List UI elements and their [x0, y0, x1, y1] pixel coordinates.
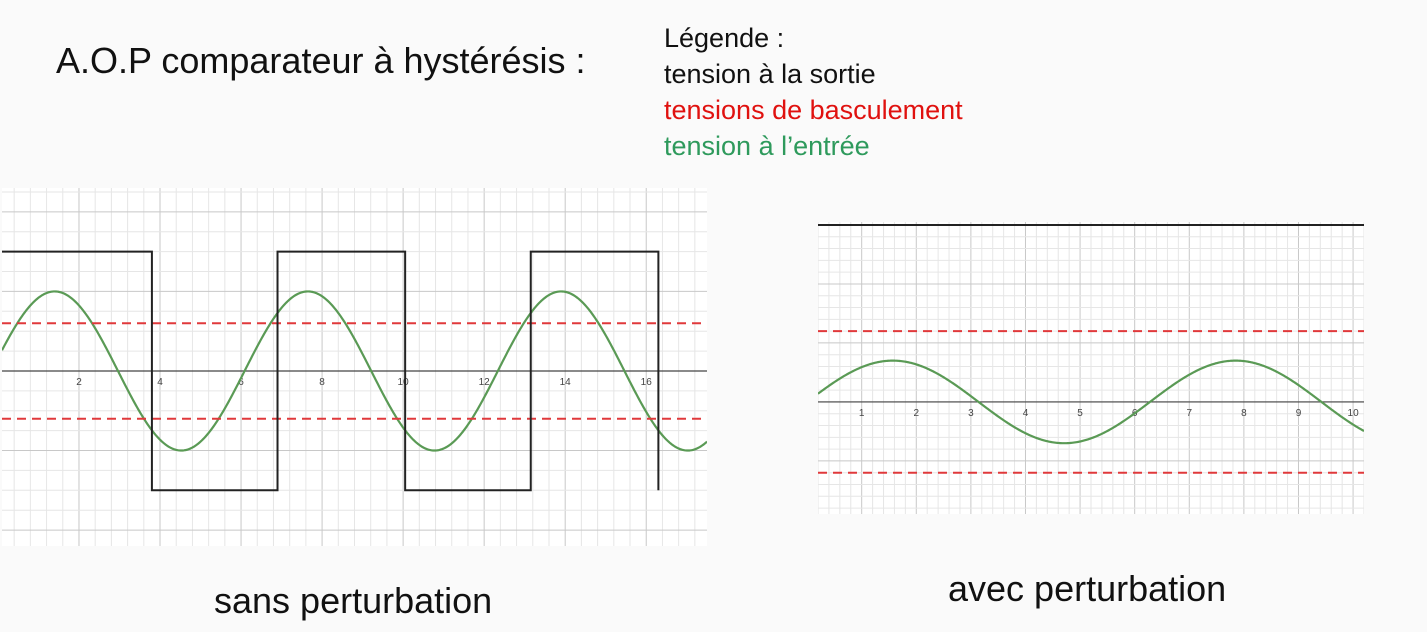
input-signal-curve	[818, 359, 1364, 445]
x-tick-label: 7	[1186, 408, 1192, 419]
legend-item-output: tension à la sortie	[664, 59, 876, 89]
x-tick-label: 4	[157, 377, 163, 388]
output-signal-curve	[2, 250, 660, 492]
x-tick-label: 8	[319, 377, 325, 388]
caption-without-perturbation: sans perturbation	[214, 580, 493, 621]
grid	[2, 188, 707, 546]
x-tick-label: 10	[398, 377, 410, 388]
page-title: A.O.P comparateur à hystérésis :	[56, 40, 586, 81]
legend-heading: Légende :	[664, 23, 785, 53]
x-tick-label: 14	[560, 377, 572, 388]
chart-with-perturbation: 1 2 3 4 5 6 7 8 9 10	[818, 222, 1364, 514]
x-tick-label: 8	[1241, 408, 1247, 419]
x-tick-label: 2	[76, 377, 82, 388]
x-tick-label: 1	[859, 408, 865, 419]
legend: Légende : tension à la sortie tensions d…	[664, 20, 963, 164]
x-tick-label: 10	[1348, 408, 1360, 419]
input-signal-curve	[2, 290, 707, 452]
caption-with-perturbation: avec perturbation	[948, 568, 1227, 609]
x-tick-label: 5	[1077, 408, 1083, 419]
legend-item-input: tension à l’entrée	[664, 131, 870, 161]
x-tick-label: 16	[641, 377, 653, 388]
x-tick-label: 12	[479, 377, 491, 388]
legend-item-threshold: tensions de basculement	[664, 95, 963, 125]
x-tick-label: 6	[238, 377, 244, 388]
x-tick-label: 2	[913, 408, 919, 419]
x-tick-label: 3	[968, 408, 974, 419]
chart-without-perturbation: 2 4 6 8 10 12 14 16	[2, 188, 707, 546]
x-tick-label: 4	[1023, 408, 1029, 419]
x-tick-label: 9	[1296, 408, 1302, 419]
grid	[818, 222, 1364, 514]
